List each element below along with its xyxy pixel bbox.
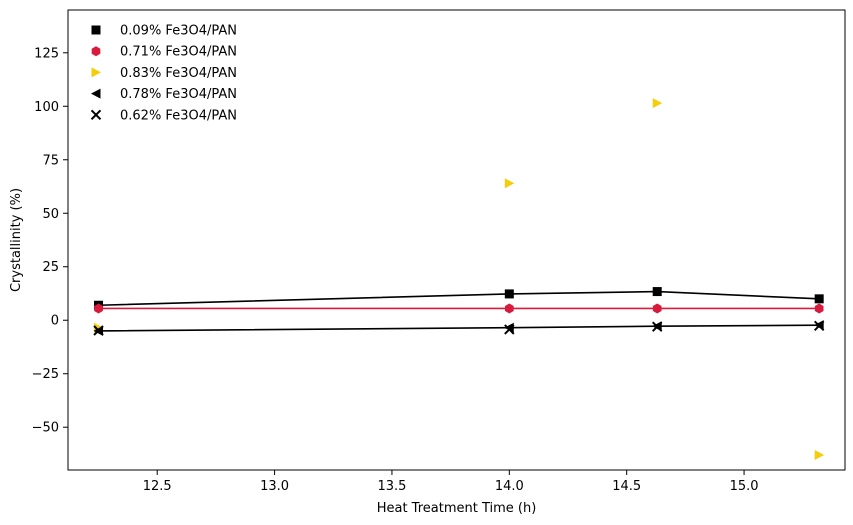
series-4 bbox=[93, 320, 824, 336]
legend: 0.09% Fe3O4/PAN 0.71% Fe3O4/PAN 0.83% Fe3O… bbox=[90, 24, 237, 123]
plot-frame bbox=[67, 9, 846, 471]
x-axis-label: Heat Treatment Time (h) bbox=[377, 501, 537, 516]
legend-label: 0.83% Fe3O4/PAN bbox=[120, 66, 237, 81]
data-point bbox=[814, 450, 825, 461]
series-3 bbox=[94, 98, 825, 461]
y-tick-label: −50 bbox=[32, 421, 59, 436]
x-axis-ticks: 12.5 13.0 13.5 14.0 14.5 15.0 bbox=[143, 470, 759, 494]
legend-label: 0.09% Fe3O4/PAN bbox=[120, 24, 237, 39]
legend-marker bbox=[91, 67, 101, 78]
data-point bbox=[651, 321, 663, 332]
data-point bbox=[504, 178, 515, 189]
legend-label: 0.71% Fe3O4/PAN bbox=[120, 45, 237, 60]
legend-marker bbox=[91, 25, 101, 35]
x-tick-label: 13.5 bbox=[377, 479, 406, 494]
y-tick-label: 25 bbox=[42, 260, 59, 275]
data-point bbox=[93, 325, 104, 336]
y-tick-label: 125 bbox=[34, 46, 59, 61]
data-point bbox=[814, 303, 824, 314]
data-point bbox=[504, 324, 515, 335]
x-tick-label: 12.5 bbox=[143, 479, 172, 494]
y-tick-label: 100 bbox=[34, 100, 59, 115]
series-line bbox=[98, 324, 820, 332]
legend-marker bbox=[91, 88, 101, 99]
plot-area bbox=[93, 98, 825, 461]
y-tick-label: 50 bbox=[42, 207, 59, 222]
data-point bbox=[652, 98, 663, 109]
series-line bbox=[98, 290, 820, 307]
legend-marker bbox=[90, 109, 102, 121]
data-point bbox=[504, 303, 514, 314]
legend-label: 0.62% Fe3O4/PAN bbox=[120, 108, 237, 123]
x-tick-label: 15.0 bbox=[730, 479, 759, 494]
data-point bbox=[813, 320, 825, 332]
data-point bbox=[652, 303, 662, 314]
series-1 bbox=[94, 287, 824, 310]
series-5 bbox=[93, 320, 825, 336]
x-tick-label: 13.0 bbox=[260, 479, 289, 494]
legend-marker bbox=[91, 46, 101, 57]
data-point bbox=[814, 294, 824, 304]
data-point bbox=[94, 303, 103, 314]
data-point bbox=[652, 287, 662, 297]
y-tick-label: 0 bbox=[51, 314, 59, 329]
y-tick-label: 75 bbox=[42, 153, 59, 168]
legend-label: 0.78% Fe3O4/PAN bbox=[120, 87, 237, 102]
y-tick-label: −25 bbox=[32, 367, 59, 382]
data-point bbox=[504, 289, 514, 299]
x-tick-label: 14.0 bbox=[495, 479, 524, 494]
series-2 bbox=[94, 303, 824, 314]
y-axis-ticks: −50 −25 0 25 50 75 100 125 bbox=[32, 46, 68, 436]
y-axis-label: Crystallinity (%) bbox=[9, 188, 24, 292]
x-tick-label: 14.5 bbox=[612, 479, 641, 494]
